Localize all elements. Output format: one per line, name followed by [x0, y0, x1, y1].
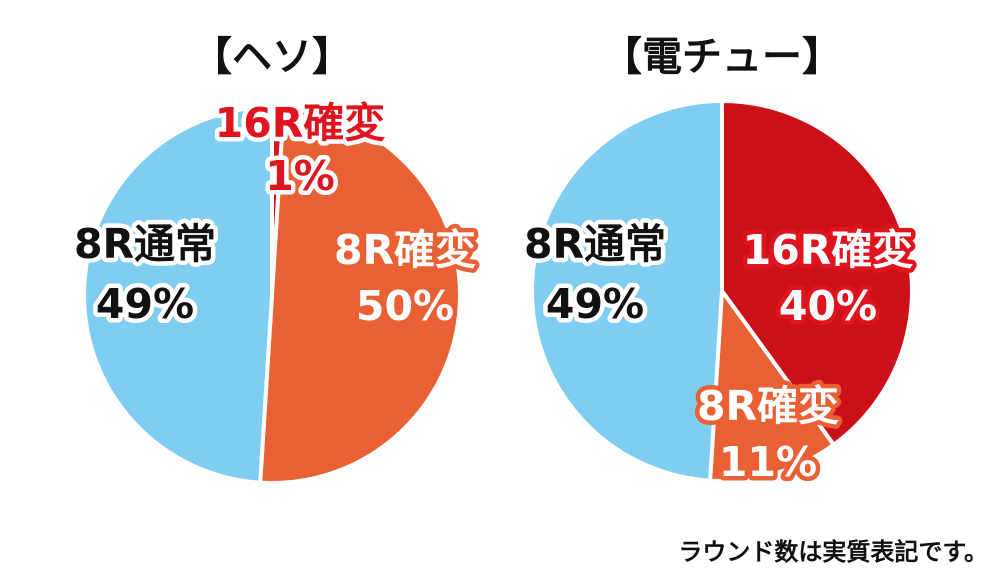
- heso-pie-chart: 【ヘソ】 8R通常 49% 8R確変 50% 16R確変 1%: [69, 34, 481, 485]
- heso-16r-kakuhen-pct: 1%: [265, 152, 335, 200]
- denchu-pie-chart: 【電チュー】 8R通常 49% 16R確変 40% 8R確変 11%: [519, 34, 917, 491]
- heso-8r-kakuhen-pct: 50%: [356, 282, 454, 330]
- heso-8r-kakuhen-name: 8R確変: [334, 226, 476, 274]
- denchu-slice-0: [720, 98, 914, 448]
- heso-chart-title: 【ヘソ】: [192, 34, 352, 80]
- denchu-8r-kakuhen-pct: 11%: [719, 438, 817, 486]
- denchu-16r-kakuhen-pct: 40%: [779, 282, 877, 330]
- denchu-pie-slices: [530, 98, 914, 483]
- heso-pie-slices: [82, 104, 462, 485]
- heso-slice-1: [258, 105, 462, 485]
- heso-8r-normal-pct: 49%: [96, 280, 194, 328]
- denchu-16r-kakuhen-name: 16R確変: [743, 226, 914, 274]
- denchu-8r-kakuhen-name: 8R確変: [697, 382, 839, 430]
- denchu-8r-normal-name: 8R通常: [524, 220, 666, 268]
- denchu-slice-2: [530, 98, 724, 483]
- heso-slice-2: [82, 104, 274, 485]
- denchu-8r-normal-pct: 49%: [546, 280, 644, 328]
- heso-16r-kakuhen-name: 16R確変: [215, 99, 386, 147]
- heso-8r-normal-name: 8R通常: [74, 220, 216, 268]
- footnote: ラウンド数は実質表記です。: [678, 538, 988, 566]
- denchu-chart-title: 【電チュー】: [602, 34, 842, 80]
- denchu-slice-1: [707, 285, 837, 483]
